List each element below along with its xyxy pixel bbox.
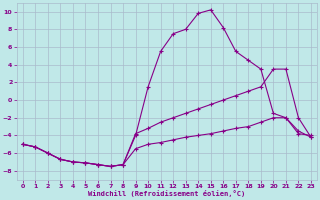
X-axis label: Windchill (Refroidissement éolien,°C): Windchill (Refroidissement éolien,°C) xyxy=(88,190,245,197)
